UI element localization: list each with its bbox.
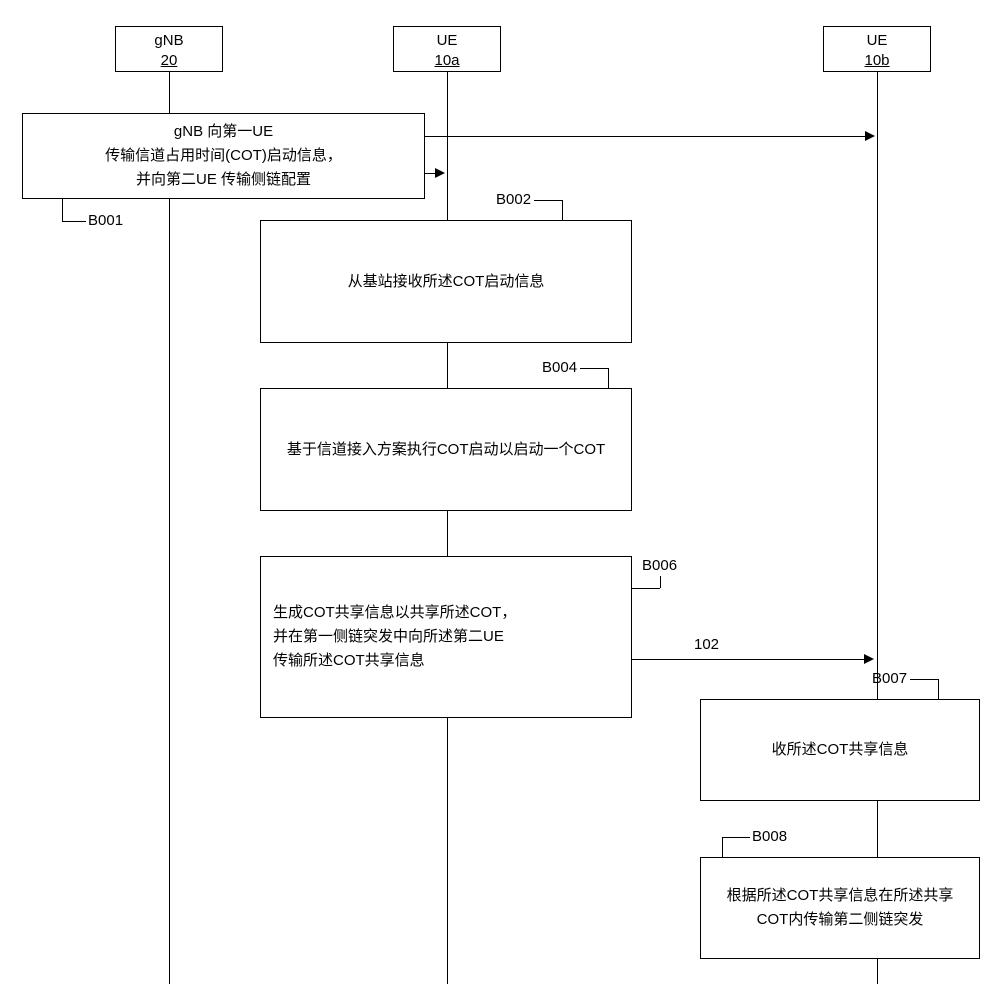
step-b007: 收所述COT共享信息: [700, 699, 980, 801]
step-text: 并在第一侧链突发中向所述第二UE: [273, 625, 619, 649]
actor-sub: 10a: [402, 51, 492, 71]
arrow-b001-ue2: [425, 136, 867, 137]
actor-sub: 10b: [832, 51, 922, 71]
step-text: 生成COT共享信息以共享所述COT，: [273, 601, 619, 625]
step-text: 传输所述COT共享信息: [273, 649, 619, 673]
callout-line: [62, 199, 63, 221]
callout-line: [608, 368, 609, 388]
step-text: gNB 向第一UE: [174, 120, 273, 144]
actor-title: UE: [832, 31, 922, 51]
actor-title: gNB: [124, 31, 214, 51]
lifeline-ue2: [877, 72, 878, 984]
arrowhead-icon: [865, 131, 875, 141]
step-text: 从基站接收所述COT启动信息: [348, 270, 545, 294]
step-text: 并向第二UE 传输侧链配置: [136, 168, 311, 192]
arrowhead-icon: [864, 654, 874, 664]
step-label-b008: B008: [752, 828, 787, 845]
step-text: 根据所述COT共享信息在所述共享COT内传输第二侧链突发: [715, 884, 965, 932]
callout-line: [722, 837, 723, 857]
step-text: 基于信道接入方案执行COT启动以启动一个COT: [287, 438, 605, 462]
step-text: 收所述COT共享信息: [772, 738, 909, 762]
step-b002: 从基站接收所述COT启动信息: [260, 220, 632, 343]
actor-sub: 20: [124, 51, 214, 71]
arrow-b006-ue2: [632, 659, 866, 660]
step-text: 传输信道占用时间(COT)启动信息，: [105, 144, 342, 168]
lifeline-ue1: [447, 72, 448, 984]
step-b001: gNB 向第一UE 传输信道占用时间(COT)启动信息， 并向第二UE 传输侧链…: [22, 113, 425, 199]
callout-line: [660, 576, 661, 588]
callout-line: [580, 368, 608, 369]
lifeline-gnb: [169, 72, 170, 984]
step-label-b006: B006: [642, 557, 677, 574]
arrowhead-icon: [435, 168, 445, 178]
callout-line: [910, 679, 938, 680]
arrow-label-102: 102: [694, 636, 719, 653]
callout-line: [562, 200, 563, 220]
step-label-b001: B001: [88, 212, 123, 229]
callout-line: [62, 221, 86, 222]
actor-title: UE: [402, 31, 492, 51]
step-label-b002: B002: [496, 191, 531, 208]
sequence-diagram: gNB 20 UE 10a UE 10b gNB 向第一UE 传输信道占用时间(…: [0, 0, 1000, 984]
callout-line: [632, 588, 660, 589]
callout-line: [938, 679, 939, 699]
step-label-b007: B007: [872, 670, 907, 687]
callout-line: [534, 200, 562, 201]
callout-line: [722, 837, 750, 838]
step-label-b004: B004: [542, 359, 577, 376]
actor-gnb: gNB 20: [115, 26, 223, 72]
actor-ue1: UE 10a: [393, 26, 501, 72]
step-b006: 生成COT共享信息以共享所述COT， 并在第一侧链突发中向所述第二UE 传输所述…: [260, 556, 632, 718]
actor-ue2: UE 10b: [823, 26, 931, 72]
step-b008: 根据所述COT共享信息在所述共享COT内传输第二侧链突发: [700, 857, 980, 959]
step-b004: 基于信道接入方案执行COT启动以启动一个COT: [260, 388, 632, 511]
